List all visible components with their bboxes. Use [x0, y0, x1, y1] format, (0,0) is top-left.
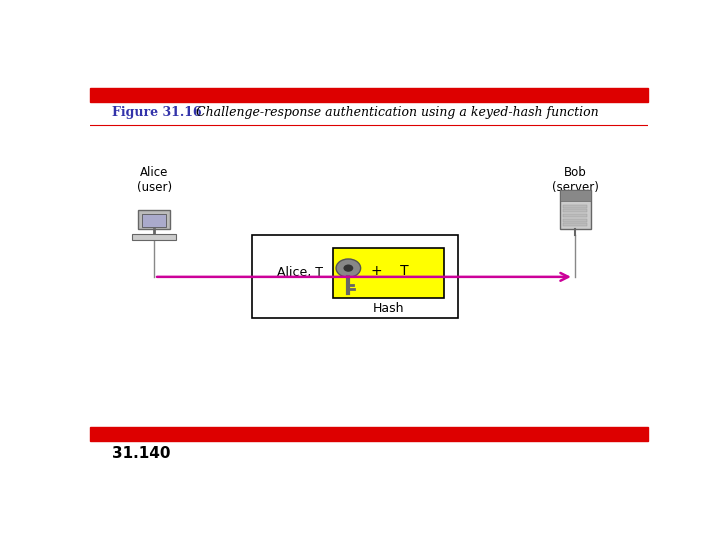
Bar: [252, 235, 459, 319]
Bar: [90, 87, 648, 102]
Bar: [564, 223, 588, 226]
Text: Figure 31.16: Figure 31.16: [112, 106, 202, 119]
Text: Alice, T: Alice, T: [277, 266, 323, 279]
Text: 31.140: 31.140: [112, 446, 171, 461]
Bar: [560, 190, 591, 200]
Bar: [132, 234, 176, 240]
Text: Hash: Hash: [373, 301, 405, 314]
Bar: [90, 427, 648, 441]
Circle shape: [336, 259, 361, 277]
Text: Challenge-response authentication using a keyed-hash function: Challenge-response authentication using …: [188, 106, 598, 119]
Text: +    T: + T: [371, 265, 408, 279]
Bar: [564, 210, 588, 212]
Bar: [333, 248, 444, 298]
Text: Alice
(user): Alice (user): [137, 166, 172, 194]
Bar: [564, 219, 588, 221]
Circle shape: [343, 265, 354, 272]
Bar: [560, 190, 591, 229]
Bar: [142, 214, 166, 227]
Bar: [138, 210, 171, 229]
Text: Bob
(server): Bob (server): [552, 166, 599, 194]
Bar: [564, 205, 588, 208]
Bar: [564, 214, 588, 217]
